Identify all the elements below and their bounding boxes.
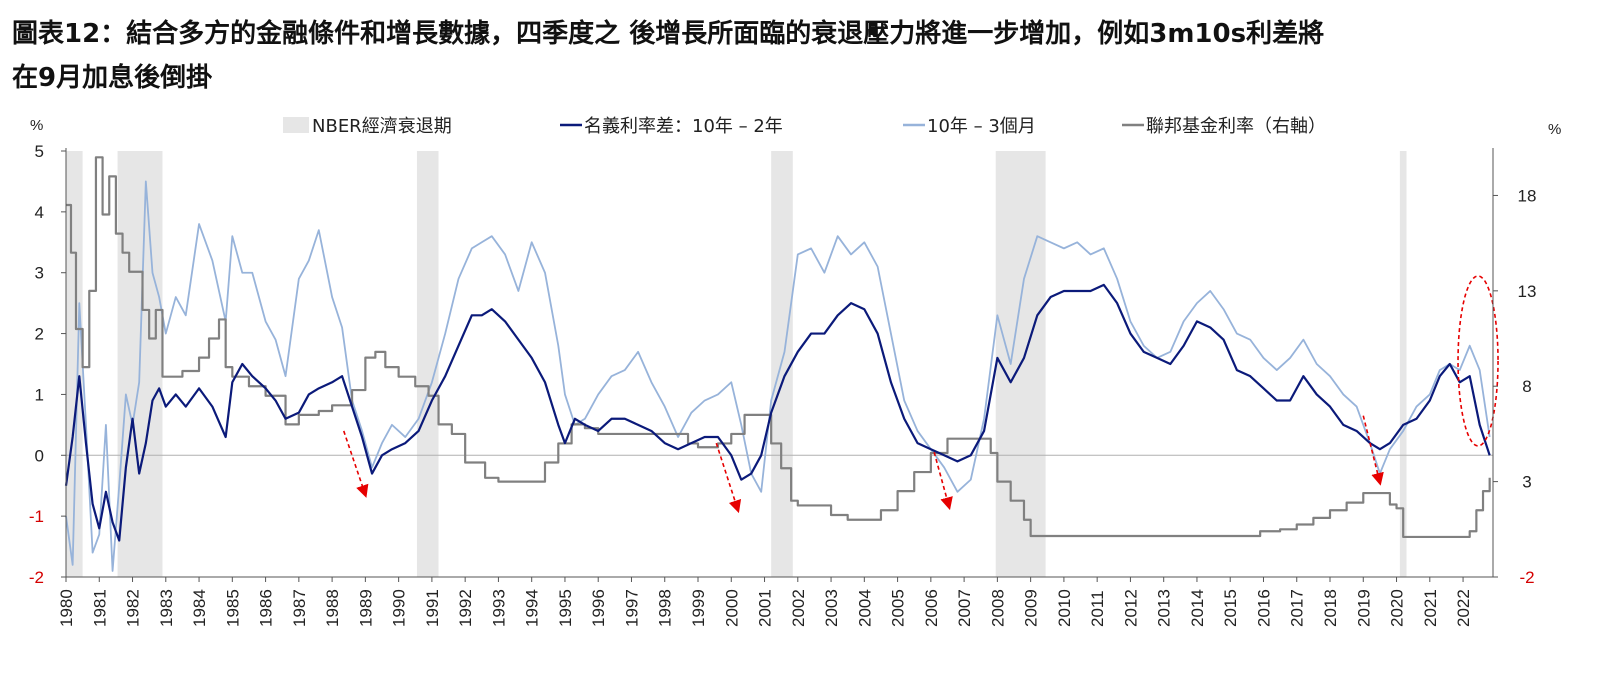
- left-axis-unit: %: [30, 117, 43, 134]
- series-line-s10_3m: [65, 180, 1491, 572]
- left-tick-label: -2: [29, 568, 44, 587]
- x-tick-label: 2002: [789, 589, 808, 627]
- left-tick-label: 1: [35, 385, 44, 404]
- right-tick-label: 3: [1522, 473, 1531, 492]
- left-tick-label: 5: [35, 142, 44, 161]
- x-tick-label: 1997: [622, 589, 641, 627]
- x-tick-label: 1980: [57, 589, 76, 627]
- x-tick-label: 2005: [889, 589, 908, 627]
- x-tick-label: 2010: [1055, 589, 1074, 627]
- right-tick-label: -2: [1519, 568, 1534, 587]
- x-tick-label: 2006: [922, 589, 941, 627]
- x-tick-label: 1989: [356, 589, 375, 627]
- x-tick-label: 2000: [722, 589, 741, 627]
- x-tick-label: 1991: [423, 589, 442, 627]
- x-tick-label: 1995: [556, 589, 575, 627]
- x-tick-label: 2008: [988, 589, 1007, 627]
- series-line-s10_2: [64, 283, 1491, 542]
- x-tick-label: 1984: [190, 589, 209, 627]
- x-tick-label: 1988: [323, 589, 342, 627]
- x-tick-label: 2018: [1321, 589, 1340, 627]
- series-lines: [64, 156, 1491, 572]
- x-tick-label: 2014: [1188, 589, 1207, 627]
- legend-10y3m-label: 10年 – 3個月: [927, 116, 1036, 137]
- x-tick-label: 1999: [689, 589, 708, 627]
- legend-fed-label: 聯邦基金利率（右軸）: [1146, 116, 1326, 137]
- x-tick-label: 2011: [1088, 590, 1107, 627]
- right-tick-label: 18: [1518, 186, 1537, 205]
- x-tick-label: 1983: [157, 589, 176, 627]
- inversion-arrow: [342, 430, 369, 498]
- x-tick-label: 1994: [523, 589, 542, 627]
- x-tick-label: 1986: [257, 589, 276, 627]
- x-tick-label: 1981: [90, 589, 109, 627]
- highlight-ellipse: [1457, 275, 1499, 447]
- recession-band: [66, 151, 83, 577]
- legend: NBER經濟衰退期 名義利率差：10年 – 2年 10年 – 3個月 聯邦基金利…: [283, 116, 1326, 137]
- x-tick-label: 2007: [955, 589, 974, 627]
- x-tick-label: 1990: [390, 589, 409, 627]
- x-tick-label: 2016: [1254, 589, 1273, 627]
- recession-band: [416, 151, 439, 577]
- x-tick-label: 2022: [1454, 589, 1473, 627]
- x-tick-label: 1998: [656, 589, 675, 627]
- left-tick-label: 3: [35, 264, 44, 283]
- inversion-arrow: [715, 442, 742, 514]
- x-tick-label: 2013: [1155, 589, 1174, 627]
- recession-band: [1399, 151, 1407, 577]
- x-tick-label: 2009: [1022, 589, 1041, 627]
- title-line-1: 圖表12：結合多方的金融條件和增長數據，四季度之 後增長所面臨的衰退壓力將進一步…: [12, 19, 1325, 49]
- legend-recession-label: NBER經濟衰退期: [312, 116, 452, 137]
- x-tick-label: 1982: [124, 589, 143, 627]
- inversion-arrow: [1362, 415, 1384, 486]
- x-tick-label: 2003: [822, 589, 841, 627]
- right-tick-label: 13: [1518, 282, 1537, 301]
- x-tick-label: 1992: [456, 589, 475, 627]
- x-tick-label: 2017: [1288, 589, 1307, 627]
- x-tick-label: 2021: [1421, 589, 1440, 627]
- left-tick-label: 0: [35, 446, 44, 465]
- x-tick-label: 1996: [589, 589, 608, 627]
- x-tick-label: 1985: [223, 589, 242, 627]
- x-tick-label: 2004: [855, 589, 874, 627]
- inversion-arrow: [933, 452, 953, 511]
- right-axis-unit: %: [1548, 121, 1561, 138]
- left-tick-label: 4: [35, 203, 44, 222]
- axes: -2 -1 0 1 2 3 4 5 -2 3 8 13 18 1980 1981 1982 1983 1984 19…: [29, 142, 1537, 627]
- title-line-2: 在9月加息後倒掛: [12, 63, 213, 93]
- x-tick-label: 2001: [756, 589, 775, 627]
- left-tick-label: -1: [29, 507, 44, 526]
- annotations: [342, 275, 1499, 514]
- legend-recession-swatch: [283, 117, 309, 133]
- x-tick-label: 2015: [1221, 589, 1240, 627]
- right-tick-label: 8: [1522, 377, 1531, 396]
- x-tick-label: 1993: [489, 589, 508, 627]
- x-tick-label: 2020: [1388, 589, 1407, 627]
- x-tick-label: 2012: [1121, 589, 1140, 627]
- left-tick-label: 2: [35, 325, 44, 344]
- legend-10y2y-label: 名義利率差：10年 – 2年: [584, 116, 783, 137]
- x-tick-label: 1987: [290, 589, 309, 627]
- x-tick-label: 2019: [1354, 589, 1373, 627]
- chart-title: 圖表12：結合多方的金融條件和增長數據，四季度之 後增長所面臨的衰退壓力將進一步…: [12, 12, 1512, 100]
- recession-bands: [66, 151, 1407, 577]
